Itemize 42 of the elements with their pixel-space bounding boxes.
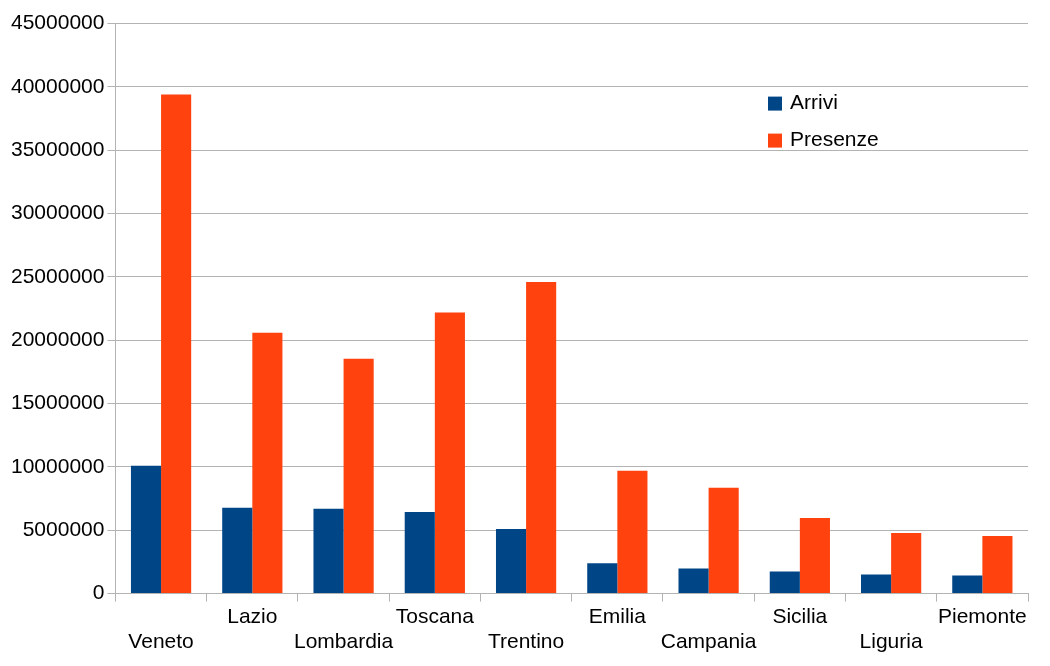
x-tick-label: Emilia xyxy=(588,604,647,627)
bar xyxy=(222,507,253,594)
bar xyxy=(617,470,648,594)
bar xyxy=(861,574,892,594)
bar xyxy=(313,508,344,594)
bar xyxy=(678,568,709,594)
x-tick-label: Sicilia xyxy=(772,604,828,627)
y-tick-label: 5000000 xyxy=(22,517,105,541)
y-tick-label: 10000000 xyxy=(11,453,105,477)
x-tick-label: Toscana xyxy=(395,604,475,627)
bar xyxy=(495,529,527,594)
legend-label: Presenze xyxy=(790,127,879,151)
bar xyxy=(769,571,800,594)
bar xyxy=(404,511,435,594)
bar xyxy=(252,332,283,594)
x-tick-label: Veneto xyxy=(128,629,194,653)
legend-label: Arrivi xyxy=(790,90,838,114)
bar xyxy=(587,563,618,594)
x-tick-label: Lombardia xyxy=(293,629,394,653)
x-tick-label: Lazio xyxy=(227,604,278,627)
y-tick-label: 0 xyxy=(92,580,105,604)
bar xyxy=(708,487,739,594)
y-tick-label: 35000000 xyxy=(11,137,105,161)
bar xyxy=(526,282,557,594)
bar xyxy=(130,465,162,594)
y-tick-label: 40000000 xyxy=(11,73,105,97)
bar xyxy=(161,94,192,594)
y-tick-label: 20000000 xyxy=(11,327,105,351)
x-tick-label: Campania xyxy=(660,629,757,653)
y-tick-label: 45000000 xyxy=(11,10,105,34)
bar xyxy=(343,358,374,594)
bar xyxy=(891,533,922,594)
bar xyxy=(952,575,983,594)
x-tick-label: Piemonte xyxy=(938,604,1027,627)
x-tick-label: Liguria xyxy=(859,629,923,653)
bar xyxy=(799,517,830,594)
y-tick-label: 15000000 xyxy=(11,390,105,414)
bar xyxy=(434,312,465,594)
y-tick-label: 25000000 xyxy=(11,263,105,287)
y-tick-label: 30000000 xyxy=(11,200,105,224)
x-tick-label: Trentino xyxy=(487,629,565,653)
bar xyxy=(982,536,1013,594)
